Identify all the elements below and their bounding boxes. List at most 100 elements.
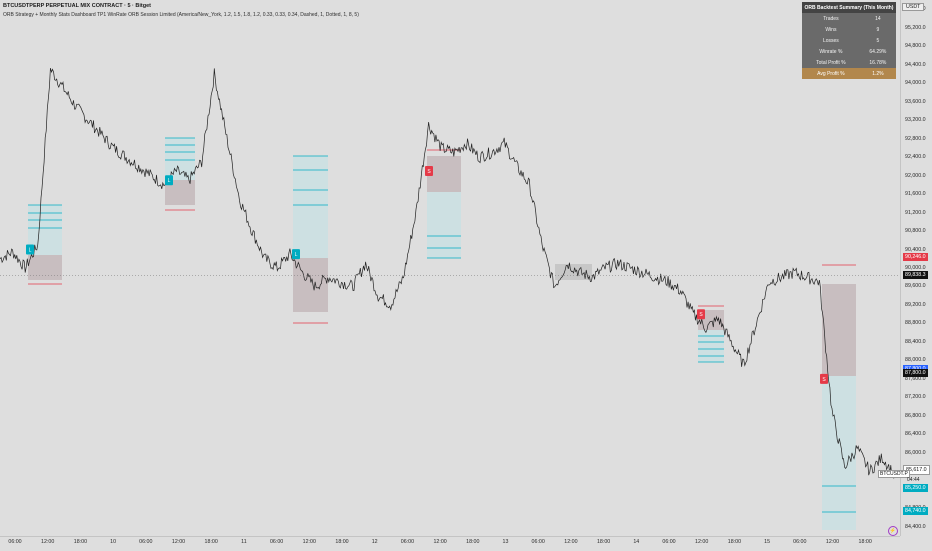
summary-title: ORB Backtest Summary (This Month)	[802, 2, 896, 13]
price-chart[interactable]: L L L S S S	[0, 0, 900, 536]
orb-target-zone	[427, 192, 461, 258]
bar-countdown: 04:44	[907, 477, 920, 483]
orb-range-box	[822, 284, 856, 376]
orb-range-box	[293, 258, 328, 312]
time-tick-label: 12:00	[41, 539, 55, 545]
short-entry-marker	[697, 309, 705, 320]
price-tick-label: 87,600.0	[905, 375, 926, 382]
summary-value: 9	[859, 24, 896, 35]
price-tick-label: 87,200.0	[905, 394, 926, 401]
price-tag: 85,250.0	[903, 483, 928, 492]
price-tag: 87,800.0	[903, 369, 928, 378]
price-tag: 84,740.0	[903, 507, 928, 516]
price-tick-label: 86,400.0	[905, 431, 926, 438]
time-tick-label: 18:00	[596, 539, 611, 545]
time-tick-label: 12:00	[302, 539, 316, 545]
backtest-summary-table: ORB Backtest Summary (This Month) Trades…	[802, 2, 896, 79]
price-tick-label: 92,400.0	[905, 154, 926, 161]
price-tick-label: 90,000.0	[905, 265, 926, 271]
price-tick-label: 92,800.0	[905, 135, 926, 142]
summary-value: 64.29%	[859, 46, 896, 57]
orb-target-zone	[165, 138, 195, 180]
time-tick-label: 12	[371, 539, 378, 545]
time-tick-label: 06:00	[793, 539, 807, 545]
marker-icon: L	[168, 178, 171, 184]
short-entry-marker	[820, 373, 828, 384]
time-tick-label: 12:00	[564, 539, 578, 545]
marker-icon: S	[699, 312, 703, 318]
price-tick-label: 88,400.0	[905, 338, 926, 345]
time-tick-label: 18:00	[204, 539, 218, 545]
summary-label: Total Profit %	[802, 57, 860, 68]
price-tick-label: 88,800.0	[905, 320, 926, 327]
price-tick-label: 93,200.0	[905, 117, 926, 124]
long-entry-marker	[26, 244, 34, 255]
time-tick-label: 18:00	[858, 539, 872, 545]
currency-button[interactable]: USDT	[902, 3, 925, 11]
orb-target-zone	[698, 330, 724, 362]
time-tick-label: 06:00	[8, 539, 22, 545]
marker-icon: S	[822, 377, 826, 383]
indicator-legend[interactable]: ORB Strategy + Monthly Stats Dashboard T…	[3, 12, 359, 18]
price-tick-label: 86,000.0	[905, 449, 926, 456]
chart-area[interactable]: L L L S S S	[0, 0, 900, 536]
price-tick-label: 95,200.0	[905, 24, 926, 31]
price-tag: 90,246.0	[903, 252, 928, 261]
price-tick-label: 94,800.0	[905, 43, 926, 50]
orb-range-box	[28, 255, 62, 280]
time-tick-label: 15	[764, 539, 771, 545]
time-tick-label: 12:00	[825, 539, 840, 545]
symbol-price-label: BTCUSDT.P	[878, 470, 910, 478]
summary-label: Wins	[802, 24, 860, 35]
time-tick-label: 13	[502, 539, 509, 545]
long-entry-marker	[165, 175, 173, 186]
avg-profit-value: 1.2%	[859, 68, 896, 79]
time-tick-label: 12:00	[695, 539, 709, 545]
time-tick-label: 18:00	[727, 539, 742, 545]
time-tick-label: 06:00	[531, 539, 545, 545]
marker-icon: L	[29, 248, 32, 254]
orb-target-zone	[293, 156, 328, 258]
time-tick-label: 10	[110, 539, 117, 545]
time-tick-label: 06:00	[269, 539, 284, 545]
price-tick-label: 91,200.0	[905, 209, 926, 216]
price-tick-label: 88,000.0	[905, 357, 926, 364]
time-tick-label: 06:00	[139, 539, 153, 545]
time-tick-label: 18:00	[335, 539, 349, 545]
time-tick-label: 06:00	[400, 539, 415, 545]
time-tick-label: 18:00	[466, 539, 480, 545]
summary-value: 14	[859, 13, 896, 24]
avg-profit-label: Avg Profit %	[802, 68, 860, 79]
symbol-title[interactable]: BTCUSDTPERP PERPETUAL MIX CONTRACT · 5 ·…	[3, 3, 151, 9]
price-tick-label: 90,800.0	[905, 228, 926, 235]
tradingview-logo-icon[interactable]: ⚡	[888, 526, 898, 536]
price-tick-label: 86,800.0	[905, 412, 926, 419]
price-tick-label: 94,000.0	[905, 80, 926, 87]
summary-label: Trades	[802, 13, 860, 24]
price-axis[interactable]: 95,600.095,200.094,800.094,400.094,000.0…	[900, 0, 932, 536]
time-tick-label: 14	[633, 539, 640, 545]
price-tick-label: 89,600.0	[905, 283, 926, 290]
price-tick-label: 84,400.0	[905, 523, 926, 530]
summary-label: Winrate %	[802, 46, 860, 57]
time-tick-label: 18:00	[73, 539, 88, 545]
time-tick-label: 12:00	[433, 539, 447, 545]
price-series-line	[0, 68, 896, 479]
price-tick-label: 90,400.0	[905, 246, 926, 253]
summary-value: 16.78%	[859, 57, 896, 68]
orb-target-zone	[822, 376, 856, 530]
price-tag: 89,838.3	[903, 271, 928, 280]
time-tick-label: 12:00	[171, 539, 186, 545]
price-tick-label: 94,400.0	[905, 61, 926, 68]
marker-icon: L	[295, 252, 298, 258]
time-axis[interactable]: 06:00 12:00 18:00 10 06:00 12:00 18:00 11 06:00 1…	[0, 536, 900, 551]
price-tick-label: 89,200.0	[905, 301, 926, 308]
price-tick-label: 93,600.0	[905, 98, 926, 105]
short-entry-marker	[425, 165, 433, 176]
long-entry-marker	[292, 249, 300, 260]
price-tick-label: 91,600.0	[905, 191, 926, 198]
price-tag: 87,800.0	[903, 364, 928, 373]
time-tick-label: 06:00	[662, 539, 676, 545]
summary-label: Losses	[802, 35, 860, 46]
time-tick-label: 11	[241, 539, 247, 545]
